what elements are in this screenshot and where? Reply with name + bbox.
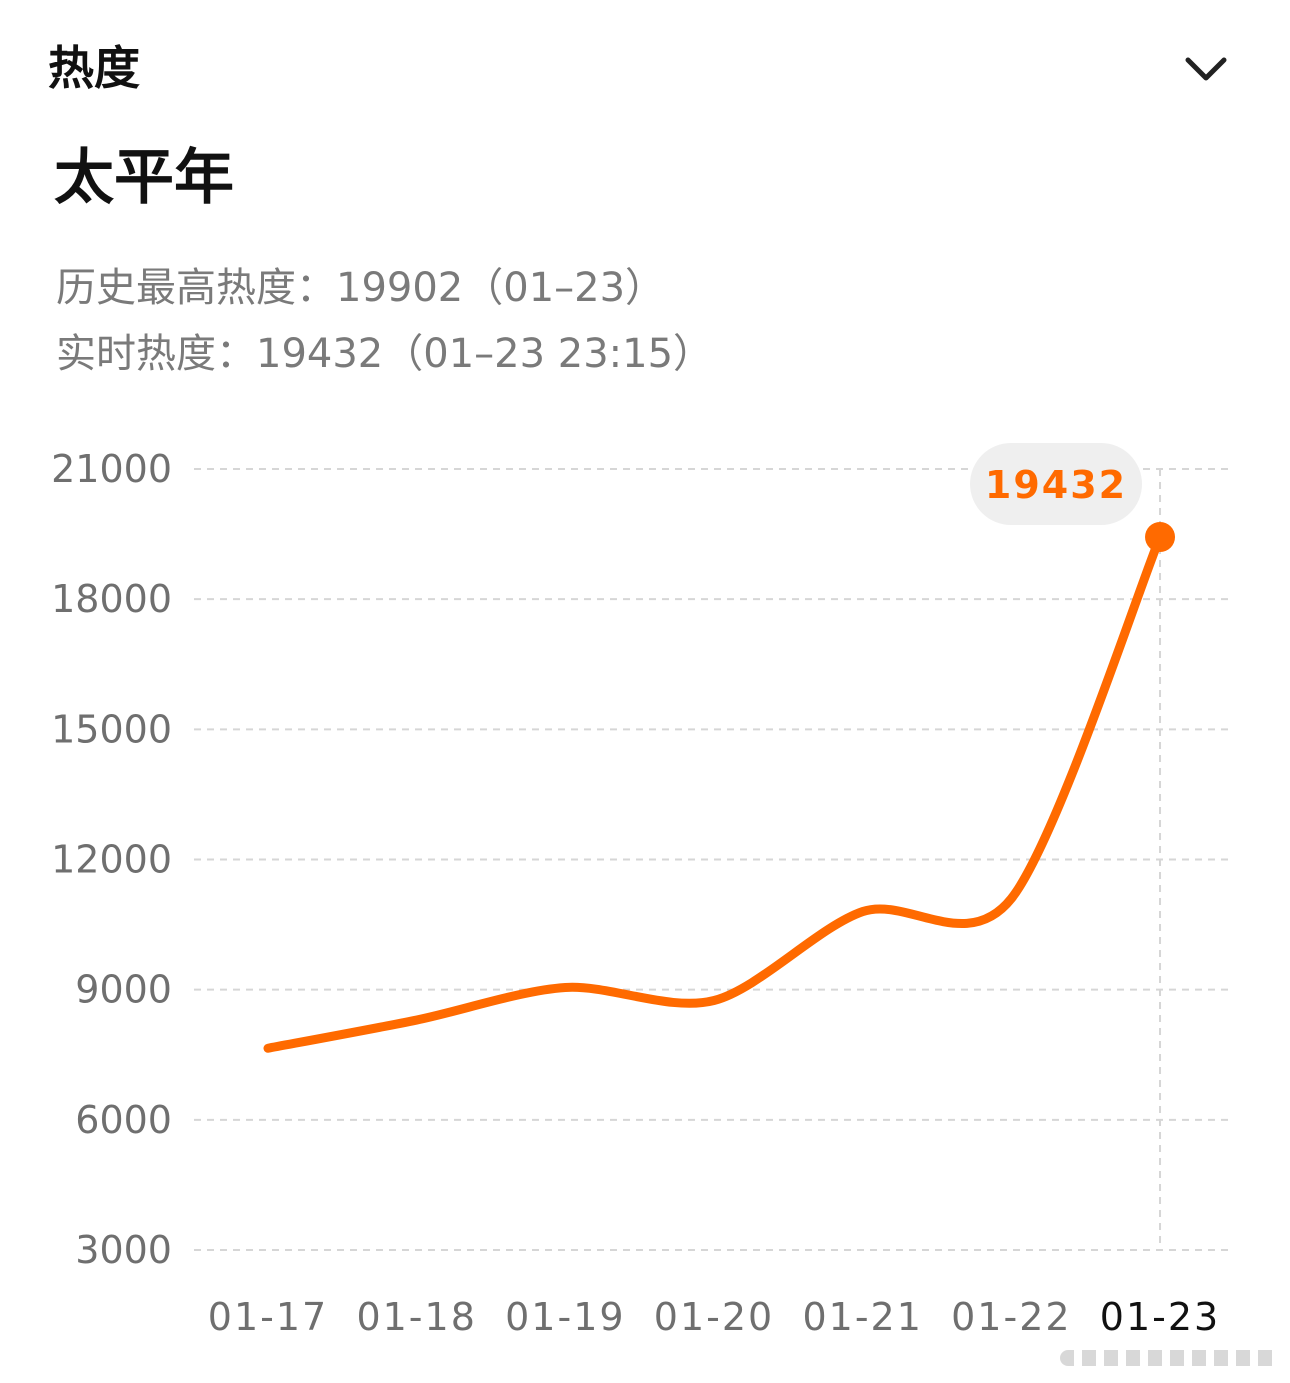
collapse-button[interactable] [1178,40,1234,96]
tooltip-value: 19432 [985,463,1127,507]
tooltip-bubble [970,443,1143,525]
y-tick-label: 6000 [75,1098,172,1142]
section-title: 热度 [48,41,140,95]
live-heat-text: 实时热度：19432（01–23 23:15） [56,331,714,377]
y-tick-label: 15000 [51,707,172,751]
y-tick-label: 21000 [51,447,172,491]
tooltip: 19432 [970,443,1143,525]
highlight-point [1145,522,1176,553]
chevron-down-icon [1185,57,1227,81]
grid-lines [194,468,1230,1251]
x-tick-label: 01-23 [1100,1295,1220,1339]
y-tick-label: 3000 [75,1228,172,1272]
x-axis: 01-17 01-18 01-19 01-20 01-21 01-22 01-23 [208,1295,1220,1339]
home-indicator [1060,1350,1280,1366]
y-tick-label: 9000 [75,968,172,1012]
header: 热度 [48,36,1234,100]
series-line [263,532,1165,1053]
x-tick-label: 01-22 [951,1295,1071,1339]
x-tick-label: 01-20 [654,1295,774,1339]
y-tick-label: 12000 [51,838,172,882]
series-layer [263,522,1176,1053]
x-tick-label: 01-17 [208,1295,328,1339]
x-tick-label: 01-19 [505,1295,625,1339]
peak-heat-text: 历史最高热度：19902（01–23） [56,265,666,311]
topic-title: 太平年 [54,143,234,213]
x-tick-label: 01-21 [802,1295,922,1339]
y-axis: 21000 18000 15000 12000 9000 6000 3000 [51,447,172,1272]
y-tick-label: 18000 [51,577,172,621]
x-tick-label: 01-18 [356,1295,476,1339]
